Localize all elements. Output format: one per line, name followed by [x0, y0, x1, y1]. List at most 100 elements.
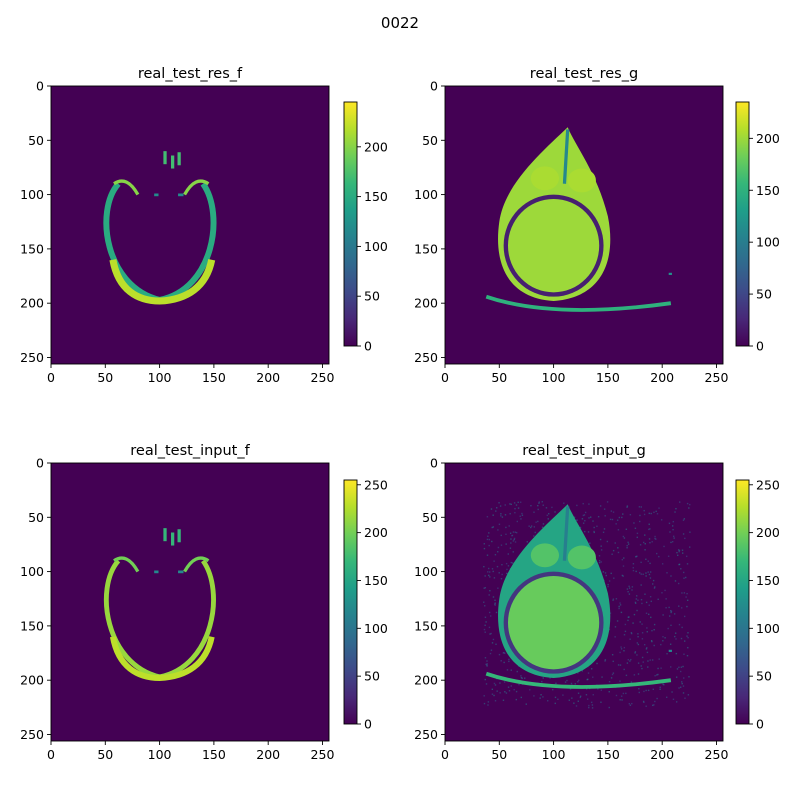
noise-speck — [505, 533, 507, 536]
colorbar-tick-label: 200 — [364, 525, 388, 540]
noise-speck — [671, 691, 673, 693]
noise-speck — [649, 541, 651, 544]
heatmap-background — [51, 463, 329, 741]
noise-speck — [484, 624, 486, 627]
noise-speck — [541, 501, 543, 503]
x-tick-label: 250 — [705, 747, 729, 762]
noise-speck — [499, 692, 501, 694]
noise-speck — [637, 636, 639, 638]
noise-speck — [653, 623, 656, 626]
noise-speck — [491, 568, 494, 570]
noise-speck — [499, 505, 502, 507]
noise-speck — [624, 623, 627, 626]
noise-speck — [540, 694, 542, 696]
noise-speck — [689, 503, 691, 506]
noise-speck — [493, 577, 496, 579]
noise-speck — [552, 688, 554, 691]
noise-speck — [621, 516, 623, 519]
y-tick-label: 250 — [414, 350, 438, 365]
noise-speck — [483, 695, 485, 697]
noise-speck — [500, 544, 503, 546]
noise-speck — [655, 552, 658, 555]
noise-speck — [497, 546, 500, 549]
noise-speck — [510, 538, 512, 540]
noise-speck — [579, 695, 582, 697]
x-tick-label: 150 — [202, 747, 226, 762]
noise-speck — [636, 536, 638, 539]
noise-speck — [520, 696, 523, 699]
x-tick-label: 100 — [542, 747, 566, 762]
noise-speck — [483, 601, 485, 603]
noise-speck — [662, 614, 664, 616]
noise-speck — [608, 706, 610, 709]
noise-speck — [484, 657, 487, 659]
noise-speck — [497, 551, 499, 553]
noise-speck — [601, 676, 603, 678]
y-tick-label: 100 — [414, 187, 438, 202]
colorbar-tick-label: 0 — [364, 339, 372, 354]
noise-speck — [512, 540, 515, 542]
colorbar-tick-label: 250 — [364, 477, 388, 492]
noise-speck — [629, 660, 631, 662]
noise-speck — [634, 527, 637, 530]
noise-speck — [503, 681, 506, 683]
colorbar — [736, 480, 749, 724]
noise-speck — [675, 676, 678, 678]
noise-speck — [537, 504, 539, 507]
noise-speck — [647, 560, 649, 562]
colorbar — [344, 102, 357, 346]
noise-speck — [615, 694, 618, 697]
noise-speck — [677, 582, 680, 585]
noise-speck — [494, 603, 496, 605]
heatmap-background — [51, 86, 329, 364]
noise-speck — [505, 562, 508, 565]
noise-speck — [545, 507, 548, 509]
noise-speck — [644, 593, 646, 595]
skull-fragment — [178, 193, 184, 197]
noise-speck — [618, 605, 620, 608]
noise-speck — [486, 664, 488, 666]
x-tick-label: 200 — [650, 747, 674, 762]
noise-speck — [590, 668, 593, 670]
y-tick-label: 50 — [422, 510, 438, 525]
noise-speck — [517, 507, 520, 509]
noise-speck — [485, 683, 488, 685]
noise-speck — [591, 707, 594, 709]
noise-speck — [618, 516, 621, 519]
noise-speck — [598, 559, 601, 562]
noise-speck — [629, 638, 631, 640]
colorbar-tick-label: 150 — [364, 189, 388, 204]
colorbar-frame — [343, 101, 358, 347]
noise-speck — [487, 704, 489, 706]
x-tick-label: 100 — [148, 747, 172, 762]
noise-speck — [533, 695, 535, 697]
noise-speck — [623, 557, 625, 559]
y-tick-label: 150 — [414, 618, 438, 633]
noise-speck — [626, 505, 629, 507]
noise-speck — [577, 700, 580, 702]
noise-speck — [521, 677, 523, 679]
noise-speck — [513, 502, 516, 504]
noise-speck — [604, 660, 606, 662]
noise-speck — [592, 676, 594, 678]
noise-speck — [673, 537, 675, 539]
noise-speck — [646, 631, 648, 633]
noise-speck — [656, 674, 658, 676]
panel-title: real_test_input_f — [130, 443, 250, 459]
noise-speck — [587, 531, 590, 533]
x-tick-label: 250 — [311, 370, 335, 385]
colorbar-tick-label: 150 — [756, 573, 780, 588]
noise-speck — [656, 697, 658, 700]
noise-speck — [492, 514, 494, 516]
noise-speck — [680, 607, 683, 609]
noise-speck — [593, 530, 595, 533]
noise-speck — [660, 519, 663, 521]
noise-speck — [506, 572, 508, 575]
noise-speck — [492, 526, 495, 528]
noise-speck — [520, 675, 522, 677]
noise-speck — [636, 595, 638, 597]
noise-speck — [657, 598, 659, 601]
noise-speck — [489, 589, 491, 592]
noise-speck — [617, 551, 620, 554]
noise-speck — [668, 606, 670, 609]
